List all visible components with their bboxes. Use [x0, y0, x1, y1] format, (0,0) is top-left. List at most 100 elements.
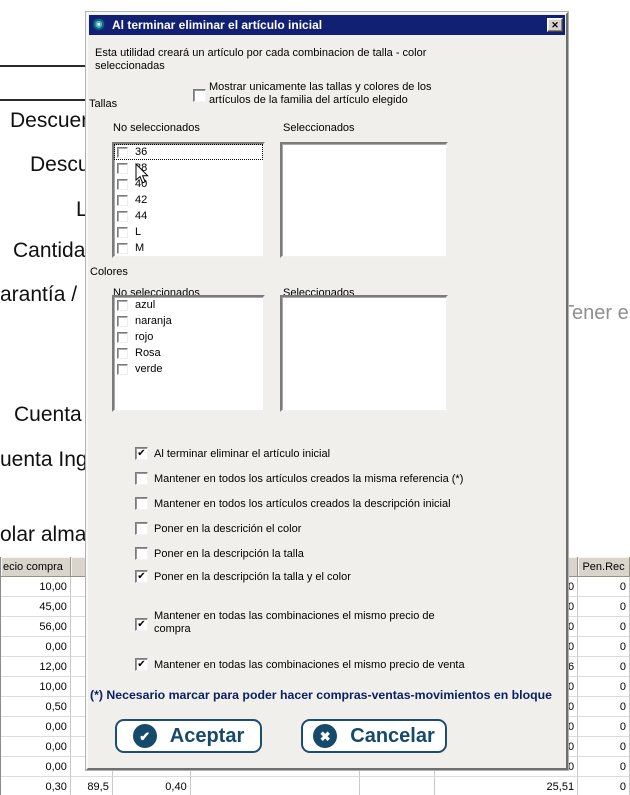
table-cell[interactable]: [191, 777, 361, 795]
list-item[interactable]: Rosa: [114, 345, 263, 361]
option-same-reference-checkbox[interactable]: [135, 472, 148, 485]
checkbox[interactable]: [117, 210, 128, 222]
table-cell[interactable]: 0: [578, 657, 630, 677]
table-cell[interactable]: 0,00: [1, 637, 71, 657]
table-cell[interactable]: [360, 777, 436, 795]
table-cell[interactable]: 0: [578, 677, 630, 697]
checkbox[interactable]: [117, 242, 128, 254]
option-same-reference-label: Mantener en todos los artículos creados …: [154, 473, 464, 485]
cancel-button[interactable]: ✖ Cancelar: [301, 719, 447, 753]
separator-line: [0, 65, 86, 67]
option-same-sale-price-label: Mantener en todas las combinaciones el m…: [154, 659, 465, 671]
option-same-sale-price-checkbox[interactable]: [135, 658, 148, 671]
list-item[interactable]: 42: [114, 192, 263, 208]
option-initial-description-label: Mantener en todos los artículos creados …: [154, 498, 451, 510]
separator-line: [0, 99, 86, 101]
bg-field-label: Descu: [30, 153, 90, 176]
table-header-cell[interactable]: ecio compra: [1, 557, 71, 577]
list-item-label: 36: [135, 146, 148, 158]
cancel-button-label: Cancelar: [350, 724, 435, 747]
colores-selected-list[interactable]: [280, 295, 448, 412]
dialog-titlebar[interactable]: Al terminar eliminar el artículo inicial…: [89, 15, 565, 35]
checkbox[interactable]: [117, 331, 128, 343]
table-cell[interactable]: 10,00: [1, 577, 71, 597]
table-cell[interactable]: 0,00: [1, 757, 71, 777]
mouse-cursor-icon: [135, 163, 149, 184]
checkbox[interactable]: [117, 363, 128, 375]
app-icon: [92, 17, 107, 33]
option-same-purchase-price-label: Mantener en todas las combinaciones el m…: [154, 610, 435, 635]
table-cell[interactable]: 0: [578, 777, 630, 795]
bg-field-label: Descuer: [10, 109, 89, 132]
table-cell[interactable]: 0: [578, 577, 630, 597]
colores-not-selected-list[interactable]: azul naranja rojo Rosa verde: [112, 295, 265, 412]
checkbox[interactable]: [117, 194, 128, 206]
option-size-color-in-description-checkbox[interactable]: [135, 570, 148, 583]
list-item[interactable]: 36: [114, 144, 263, 160]
tallas-not-selected-list[interactable]: 36 38 40 42 44 L M: [112, 142, 265, 258]
table-cell[interactable]: 10,00: [1, 677, 71, 697]
tallas-selected-list[interactable]: [280, 142, 448, 258]
list-item-label: M: [135, 242, 145, 254]
check-circle-icon: ✔: [132, 724, 157, 748]
bg-field-label: olar alma: [0, 523, 87, 546]
accept-button-label: Aceptar: [169, 724, 245, 747]
table-cell[interactable]: 0,50: [1, 697, 71, 717]
table-cell[interactable]: 0: [578, 597, 630, 617]
list-item-label: rojo: [135, 331, 154, 343]
list-item[interactable]: L: [114, 224, 263, 240]
show-only-family-checkbox[interactable]: [193, 89, 206, 102]
checkbox[interactable]: [117, 347, 128, 359]
checkbox[interactable]: [117, 162, 128, 174]
checkbox[interactable]: [117, 315, 128, 327]
dialog-title: Al terminar eliminar el artículo inicial: [112, 18, 323, 32]
list-item[interactable]: rojo: [114, 329, 263, 345]
table-cell[interactable]: 0: [435, 757, 579, 777]
option-delete-initial-checkbox[interactable]: [135, 447, 148, 460]
table-cell[interactable]: 89,5: [71, 777, 113, 795]
table-cell[interactable]: 0: [578, 757, 630, 777]
table-cell[interactable]: 25,51: [435, 777, 579, 795]
table-cell[interactable]: 0: [578, 697, 630, 717]
accept-button[interactable]: ✔ Aceptar: [115, 719, 262, 753]
table-cell[interactable]: 12,00: [1, 657, 71, 677]
list-item[interactable]: verde: [114, 361, 263, 377]
list-item-label: 42: [135, 194, 148, 206]
list-item[interactable]: 44: [114, 208, 263, 224]
list-item[interactable]: naranja: [114, 313, 263, 329]
table-cell[interactable]: 0: [578, 637, 630, 657]
checkbox[interactable]: [117, 146, 128, 158]
checkbox[interactable]: [117, 299, 128, 311]
tallas-not-selected-label: No seleccionados: [113, 122, 200, 134]
option-color-in-description-checkbox[interactable]: [135, 522, 148, 535]
table-cell[interactable]: 0,00: [1, 737, 71, 757]
list-item-label: L: [135, 226, 142, 238]
table-cell[interactable]: 56,00: [1, 617, 71, 637]
checkbox[interactable]: [117, 226, 128, 238]
table-cell[interactable]: 0,30: [1, 777, 71, 795]
bg-field-label: Cuenta C: [14, 403, 103, 426]
list-item-label: naranja: [135, 315, 172, 327]
close-icon: ✕: [551, 19, 559, 30]
bg-field-label: arantía /: [0, 283, 78, 306]
table-cell[interactable]: 0: [578, 717, 630, 737]
table-header-cell[interactable]: Pen.Rec: [578, 557, 630, 577]
option-color-in-description-label: Poner en la descrición el color: [154, 523, 302, 535]
table-cell[interactable]: 45,00: [1, 597, 71, 617]
table-cell[interactable]: 0,40: [113, 777, 191, 795]
close-button[interactable]: ✕: [547, 18, 563, 32]
option-size-in-description-label: Poner en la descripción la talla: [154, 548, 304, 560]
option-delete-initial-label: Al terminar eliminar el artículo inicial: [154, 448, 331, 460]
table-cell[interactable]: 0: [578, 617, 630, 637]
tallas-selected-label: Seleccionados: [283, 122, 355, 134]
option-same-purchase-price-checkbox[interactable]: [135, 618, 148, 631]
checkbox[interactable]: [117, 178, 128, 190]
table-cell[interactable]: 0: [578, 737, 630, 757]
option-size-color-in-description-label: Poner en la descripción la talla y el co…: [154, 571, 351, 583]
list-item[interactable]: azul: [114, 297, 263, 313]
list-item[interactable]: M: [114, 240, 263, 256]
option-size-in-description-checkbox[interactable]: [135, 547, 148, 560]
table-cell[interactable]: 0,00: [1, 717, 71, 737]
option-initial-description-checkbox[interactable]: [135, 497, 148, 510]
